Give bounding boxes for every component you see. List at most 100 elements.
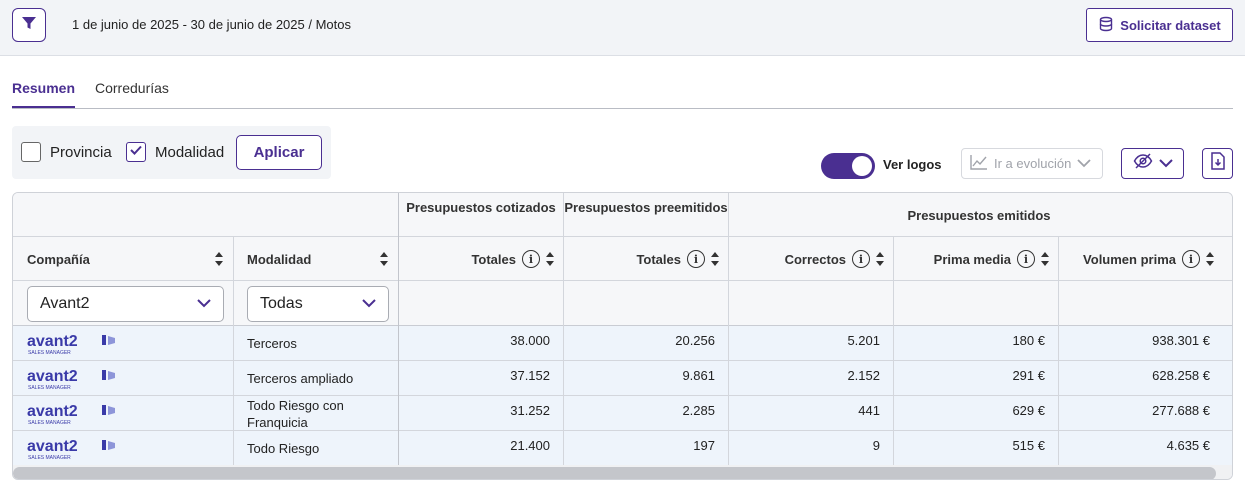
eye-off-icon	[1133, 153, 1153, 174]
compania-filter-select[interactable]: Avant2	[27, 286, 224, 322]
grid-line	[893, 236, 894, 479]
column-visibility-button[interactable]	[1121, 148, 1184, 179]
grid-line	[563, 193, 564, 479]
results-table: Presupuestos cotizados Presupuestos pree…	[12, 192, 1233, 480]
database-icon	[1098, 16, 1114, 35]
tab-corredurias[interactable]: Corredurías	[95, 80, 169, 96]
sort-icon[interactable]	[546, 252, 554, 266]
col-prima-media[interactable]: Prima media i	[894, 237, 1059, 281]
group-cotizados: Presupuestos cotizados	[406, 200, 556, 215]
info-icon[interactable]: i	[1017, 250, 1035, 268]
modalidad-filter-select[interactable]: Todas	[247, 286, 389, 322]
evolution-label: Ir a evolución	[994, 156, 1072, 171]
cell-modalidad: Terceros	[247, 336, 297, 351]
evolution-dropdown[interactable]: Ir a evolución	[961, 148, 1103, 179]
grid-line	[13, 430, 1232, 431]
table-row	[13, 431, 1232, 466]
filter-button[interactable]	[12, 8, 46, 42]
grid-line	[13, 395, 1232, 396]
cell-correctos: 441	[858, 403, 880, 418]
col-compania[interactable]: Compañía	[13, 237, 233, 281]
cell-correctos: 9	[872, 438, 880, 453]
modalidad-filter-value: Todas	[260, 295, 303, 312]
cell-volumen-prima: 277.688 €	[1152, 403, 1210, 418]
modalidad-checkbox[interactable]	[126, 142, 146, 162]
col-compania-label: Compañía	[27, 251, 90, 267]
cell-volumen-prima: 628.258 €	[1152, 368, 1210, 383]
chevron-down-icon	[1077, 156, 1091, 171]
show-logos-toggle[interactable]	[821, 153, 875, 179]
apply-button[interactable]: Aplicar	[236, 135, 322, 170]
grouping-filter-panel: Provincia Modalidad Aplicar	[12, 126, 331, 179]
grid-line	[728, 193, 729, 479]
grid-line	[233, 236, 234, 479]
info-icon[interactable]: i	[687, 250, 705, 268]
tab-resumen[interactable]: Resumen	[12, 80, 76, 108]
col-prima-media-label: Prima media	[933, 251, 1011, 267]
sort-icon[interactable]	[711, 252, 719, 266]
sort-icon[interactable]	[215, 252, 223, 266]
sort-icon[interactable]	[876, 252, 884, 266]
grid-line	[13, 325, 1232, 326]
table-row	[13, 396, 1232, 431]
cell-prima-media: 291 €	[1012, 368, 1045, 383]
company-logo: avant2 SALES MANAGER	[27, 332, 127, 356]
sort-icon[interactable]	[1206, 252, 1214, 266]
cell-modalidad: Terceros ampliado	[247, 371, 354, 386]
provincia-checkbox[interactable]	[21, 142, 41, 162]
col-volumen-prima[interactable]: Volumen prima i	[1059, 237, 1224, 281]
modalidad-label: Modalidad	[155, 144, 225, 161]
grid-line	[398, 193, 399, 479]
file-download-icon	[1210, 152, 1226, 175]
col-modalidad-label: Modalidad	[247, 251, 312, 267]
cell-preemitidos: 9.861	[682, 368, 715, 383]
info-icon[interactable]: i	[1182, 250, 1200, 268]
col-totales-cotizados[interactable]: Totales i	[399, 237, 564, 281]
svg-text:avant2: avant2	[27, 368, 78, 385]
group-emitidos: Presupuestos emitidos	[907, 208, 1051, 223]
toggle-knob	[852, 156, 872, 176]
cell-prima-media: 629 €	[1012, 403, 1045, 418]
grid-line	[13, 236, 1232, 237]
col-modalidad[interactable]: Modalidad	[233, 237, 398, 281]
cell-cotizados: 21.400	[510, 438, 550, 453]
cell-volumen-prima: 4.635 €	[1166, 438, 1210, 453]
cell-modalidad: Todo Riesgo	[247, 441, 320, 456]
cell-preemitidos: 2.285	[682, 403, 715, 418]
sort-icon[interactable]	[380, 252, 388, 266]
col-totales-preemitidos[interactable]: Totales i	[564, 237, 729, 281]
cell-volumen-prima: 938.301 €	[1152, 333, 1210, 348]
info-icon[interactable]: i	[522, 250, 540, 268]
cell-cotizados: 38.000	[510, 333, 550, 348]
svg-text:SALES MANAGER: SALES MANAGER	[28, 385, 71, 391]
grid-line	[13, 280, 1232, 281]
col-correctos-label: Correctos	[784, 251, 846, 267]
cell-modalidad: Todo Riesgo con Franquicia	[247, 398, 344, 430]
info-icon[interactable]: i	[852, 250, 870, 268]
sort-icon[interactable]	[1041, 252, 1049, 266]
svg-text:avant2: avant2	[27, 438, 78, 455]
cell-preemitidos: 20.256	[675, 333, 715, 348]
horizontal-scrollbar[interactable]	[13, 467, 1216, 479]
company-logo: avant2 SALES MANAGER	[27, 402, 127, 426]
table-row	[13, 361, 1232, 396]
request-dataset-button[interactable]: Solicitar dataset	[1086, 8, 1233, 42]
svg-text:SALES MANAGER: SALES MANAGER	[28, 420, 71, 426]
show-logos-label: Ver logos	[883, 157, 942, 172]
chevron-down-icon	[197, 295, 211, 313]
table-row	[13, 326, 1232, 361]
col-volumen-prima-label: Volumen prima	[1083, 251, 1176, 267]
col-totales-preemitidos-label: Totales	[636, 251, 681, 267]
grid-line	[1058, 236, 1059, 479]
cell-correctos: 2.152	[847, 368, 880, 383]
cell-cotizados: 31.252	[510, 403, 550, 418]
col-correctos[interactable]: Correctos i	[729, 237, 894, 281]
col-totales-cotizados-label: Totales	[471, 251, 516, 267]
cell-correctos: 5.201	[847, 333, 880, 348]
chevron-down-icon	[362, 295, 376, 313]
svg-text:avant2: avant2	[27, 403, 78, 420]
group-preemitidos: Presupuestos preemitidos	[564, 200, 728, 215]
compania-filter-value: Avant2	[40, 295, 90, 312]
cell-prima-media: 180 €	[1012, 333, 1045, 348]
download-button[interactable]	[1202, 148, 1233, 179]
